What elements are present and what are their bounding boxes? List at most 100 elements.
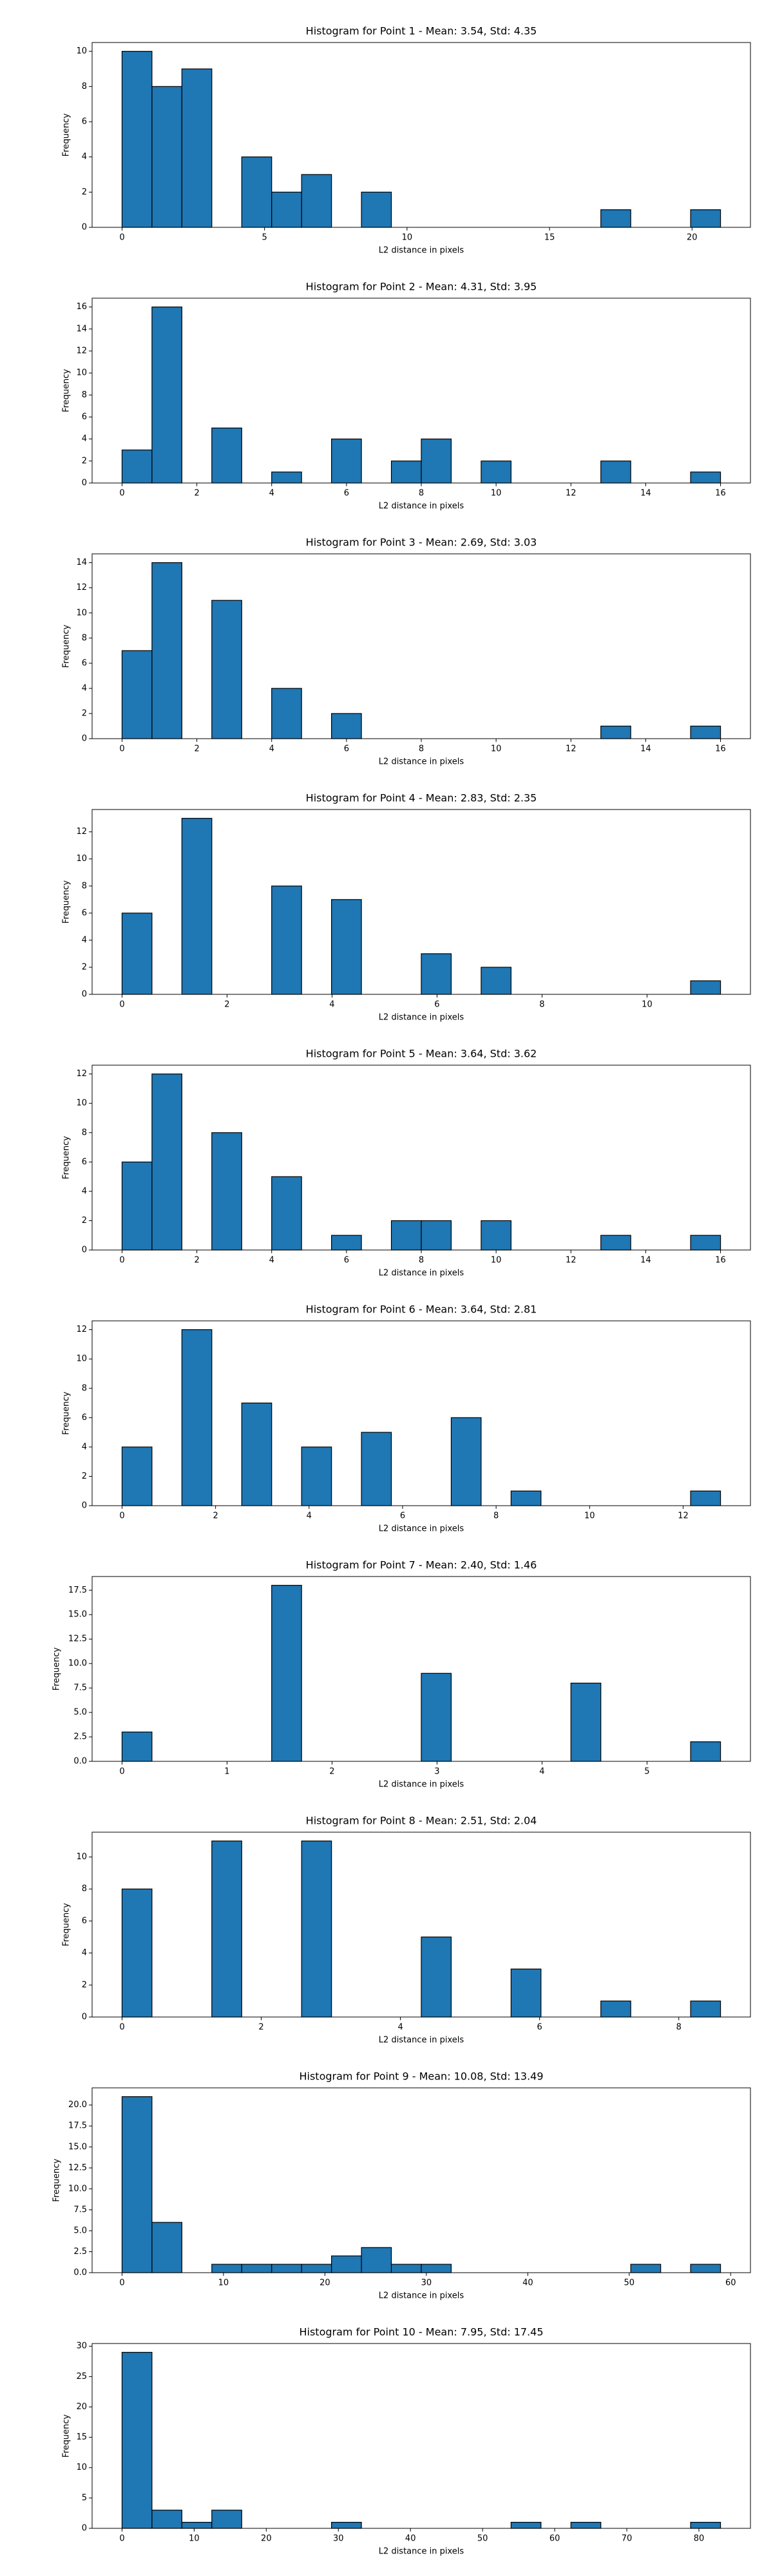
chart-title: Histogram for Point 10 - Mean: 7.95, Std… (299, 2326, 543, 2338)
histogram-bar (271, 1585, 302, 1762)
x-tick-label: 10 (584, 1511, 595, 1521)
y-tick-label: 15.0 (68, 1610, 87, 1620)
x-tick-label: 10 (491, 489, 502, 498)
x-axis-label: L2 distance in pixels (379, 2291, 464, 2301)
x-tick-label: 4 (539, 1767, 544, 1777)
histogram-bar (301, 174, 332, 228)
histogram-bar (301, 1446, 332, 1506)
histogram-panel: Histogram for Point 1 - Mean: 3.54, Std:… (62, 25, 751, 256)
y-tick-label: 20 (76, 2402, 87, 2412)
histogram-bar (390, 2264, 422, 2273)
y-tick-label: 6 (82, 117, 87, 127)
y-tick-label: 6 (82, 908, 87, 918)
y-tick-label: 6 (82, 1916, 87, 1926)
histogram-bar (331, 713, 362, 739)
y-tick-label: 8 (82, 1884, 87, 1894)
histogram-bar (121, 2352, 153, 2529)
y-tick-label: 4 (82, 683, 87, 693)
y-tick-label: 0 (82, 734, 87, 744)
x-tick-label: 80 (694, 2534, 705, 2544)
histogram-bar (121, 1731, 153, 1762)
y-tick-label: 4 (82, 1186, 87, 1196)
histogram-panel: Histogram for Point 4 - Mean: 2.83, Std:… (62, 792, 751, 1023)
x-tick-label: 6 (434, 1000, 439, 1010)
histogram-bar (151, 2510, 182, 2529)
y-axis-label: Frequency (52, 1647, 62, 1690)
x-tick-label: 16 (715, 489, 726, 498)
x-tick-label: 8 (539, 1000, 544, 1010)
y-axis-label: Frequency (62, 2414, 72, 2458)
x-tick-label: 14 (640, 1256, 651, 1265)
y-tick-label: 17.5 (68, 1586, 87, 1595)
histogram-bar (151, 307, 182, 484)
histogram-bar (690, 209, 721, 228)
x-tick-label: 40 (522, 2278, 533, 2288)
axes-frame (91, 809, 751, 995)
histogram-bar (361, 1432, 392, 1506)
x-tick-label: 2 (194, 1256, 199, 1265)
y-tick-label: 2.5 (73, 2247, 87, 2257)
histogram-bar (361, 191, 392, 228)
x-tick-label: 0 (119, 744, 124, 754)
histogram-panel: Histogram for Point 2 - Mean: 4.31, Std:… (62, 281, 751, 511)
histogram-bar (121, 2096, 153, 2273)
histogram-bar (510, 2521, 542, 2529)
x-tick-label: 0 (119, 489, 124, 498)
y-tick-label: 2 (82, 187, 87, 197)
y-tick-label: 12.5 (68, 2163, 87, 2173)
histogram-bar (271, 2264, 302, 2273)
histogram-bar (181, 818, 213, 995)
histogram-bar (151, 562, 182, 739)
histogram-bar (331, 2255, 362, 2273)
x-axis-label: L2 distance in pixels (379, 2036, 464, 2045)
histogram-bar (481, 1220, 511, 1251)
axes-frame (91, 2087, 751, 2273)
x-tick-label: 0 (119, 233, 124, 243)
x-axis-label: L2 distance in pixels (379, 502, 464, 511)
x-tick-label: 16 (715, 744, 726, 754)
x-tick-label: 0 (119, 1000, 124, 1010)
y-tick-label: 4 (82, 152, 87, 162)
chart-title: Histogram for Point 2 - Mean: 4.31, Std:… (306, 281, 537, 293)
x-tick-label: 12 (566, 489, 577, 498)
histogram-bar (630, 2264, 662, 2273)
y-tick-label: 5.0 (73, 2226, 87, 2235)
x-tick-label: 4 (329, 1000, 334, 1010)
y-tick-label: 12 (76, 1325, 87, 1334)
x-tick-label: 0 (119, 2534, 124, 2544)
y-tick-label: 8 (82, 1383, 87, 1393)
x-tick-label: 6 (344, 489, 349, 498)
y-tick-label: 2 (82, 1980, 87, 1990)
y-axis-label: Frequency (62, 1903, 72, 1946)
y-tick-label: 10 (76, 854, 87, 864)
axes-frame (91, 2343, 751, 2529)
y-axis-label: Frequency (52, 2159, 62, 2202)
x-tick-label: 4 (269, 489, 274, 498)
histogram-bar (421, 953, 452, 995)
histogram-bar (271, 471, 302, 484)
histogram-bar (241, 1402, 272, 1506)
x-tick-label: 10 (402, 233, 413, 243)
x-tick-label: 4 (397, 2023, 403, 2032)
x-tick-label: 30 (333, 2534, 344, 2544)
histogram-bar (211, 2264, 242, 2273)
histogram-bar (271, 886, 302, 995)
histogram-bar (121, 1888, 153, 2018)
x-tick-label: 30 (421, 2278, 432, 2288)
y-tick-label: 17.5 (68, 2121, 87, 2131)
y-tick-label: 14 (76, 558, 87, 567)
y-tick-label: 2 (82, 1216, 87, 1226)
axes-frame (91, 553, 751, 739)
x-tick-label: 5 (644, 1767, 649, 1777)
x-tick-label: 0 (119, 2023, 124, 2032)
y-tick-label: 10.0 (68, 2184, 87, 2193)
x-tick-label: 1 (224, 1767, 229, 1777)
histogram-bar (361, 2247, 392, 2273)
histogram-bar (600, 725, 631, 739)
histogram-bar (181, 1329, 213, 1506)
x-tick-label: 3 (434, 1767, 439, 1777)
histogram-bar (421, 1672, 452, 1762)
y-tick-label: 5 (82, 2493, 87, 2503)
y-tick-label: 12 (76, 346, 87, 356)
